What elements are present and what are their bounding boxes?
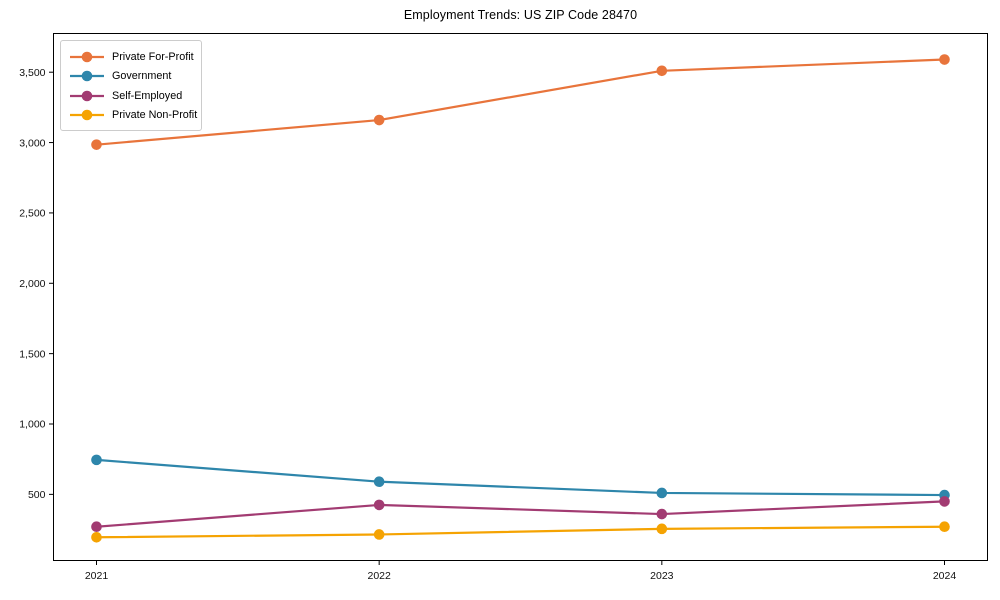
series-marker-private-for-profit-2021 xyxy=(91,139,102,150)
y-tick-label: 500 xyxy=(28,489,46,501)
legend-swatch-private-non-profit-icon xyxy=(70,110,104,121)
series-line-government xyxy=(95,458,946,497)
series-marker-government-2021 xyxy=(91,454,102,466)
legend-label: Self-Employed xyxy=(112,89,183,102)
series-marker-self-employed-2024 xyxy=(939,496,950,507)
x-tick-label: 2022 xyxy=(367,570,391,582)
y-tick-label: 3,000 xyxy=(19,137,45,149)
series-line-private-for-profit xyxy=(95,58,946,146)
y-tick-label: 2,500 xyxy=(19,208,45,220)
chart-title: Employment Trends: US ZIP Code 28470 xyxy=(403,8,638,22)
legend-item-government: Government xyxy=(70,67,195,86)
plot-border xyxy=(53,33,988,561)
series-marker-government-2022 xyxy=(373,476,385,487)
series-marker-government-2023 xyxy=(656,487,668,499)
y-tick-label: 2,000 xyxy=(19,278,45,290)
legend-label: Private For-Profit xyxy=(112,50,194,63)
series-marker-private-non-profit-2023 xyxy=(656,523,668,535)
x-tick-label: 2024 xyxy=(933,570,957,582)
series-marker-self-employed-2021 xyxy=(91,521,102,533)
series-marker-private-non-profit-2022 xyxy=(373,529,385,540)
series-line-self-employed xyxy=(95,500,946,528)
series-marker-private-non-profit-2024 xyxy=(939,521,950,533)
legend-swatch-self-employed-icon xyxy=(70,90,104,102)
y-tick-label: 1,000 xyxy=(19,419,45,431)
legend-swatch-private-for-profit-icon xyxy=(70,51,104,62)
y-tick-label: 3,500 xyxy=(19,67,45,79)
series-marker-private-for-profit-2023 xyxy=(656,65,668,77)
series-marker-private-for-profit-2022 xyxy=(373,114,385,126)
series-marker-private-for-profit-2024 xyxy=(939,54,950,65)
series-line-private-non-profit xyxy=(95,525,946,539)
legend-swatch-government-icon xyxy=(70,70,104,82)
y-tick-label: 1,500 xyxy=(19,348,45,360)
series-marker-self-employed-2023 xyxy=(656,508,668,520)
legend-item-private-for-profit: Private For-Profit xyxy=(70,47,195,66)
legend-item-private-non-profit: Private Non-Profit xyxy=(70,106,198,125)
legend: Private For-Profit Government Self-Employe… xyxy=(60,40,202,131)
legend-label: Private Non-Profit xyxy=(112,109,198,122)
x-tick-label: 2021 xyxy=(85,570,109,582)
legend-item-self-employed: Self-Employed xyxy=(70,86,195,105)
legend-label: Government xyxy=(112,70,172,83)
x-tick-label: 2023 xyxy=(650,570,674,582)
series-marker-private-non-profit-2021 xyxy=(91,531,102,543)
series-marker-self-employed-2022 xyxy=(373,499,385,511)
